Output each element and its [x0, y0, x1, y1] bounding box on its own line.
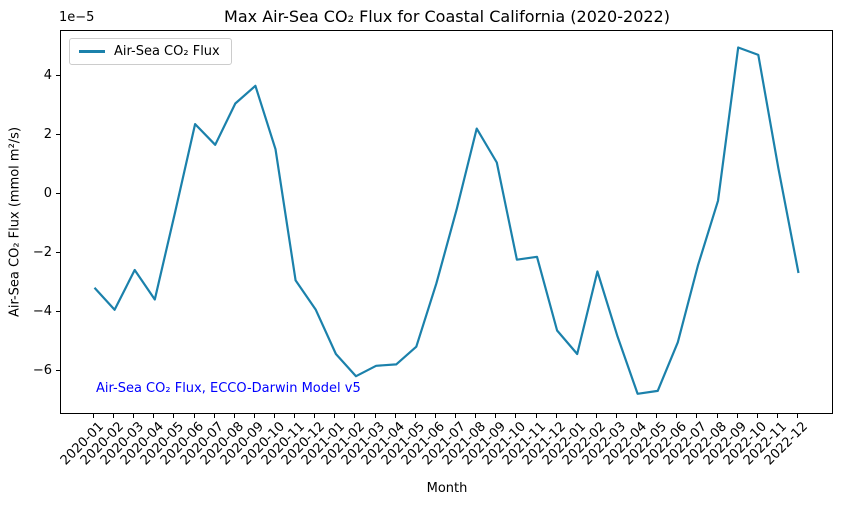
y-tick-label: 2: [43, 127, 52, 143]
x-tick-mark: [113, 414, 115, 418]
x-tick-mark: [173, 414, 175, 418]
x-tick-mark: [716, 414, 718, 418]
legend: Air-Sea CO₂ Flux: [69, 38, 232, 65]
x-tick-mark: [233, 414, 235, 418]
x-tick-mark: [636, 414, 638, 418]
x-tick-mark: [756, 414, 758, 418]
chart-title: Max Air-Sea CO₂ Flux for Coastal Califor…: [224, 7, 670, 26]
x-tick-mark: [475, 414, 477, 418]
x-tick-mark: [736, 414, 738, 418]
x-tick-mark: [93, 414, 94, 418]
x-tick-mark: [213, 414, 215, 418]
x-axis-label: Month: [426, 481, 468, 496]
x-tick-mark: [314, 414, 316, 418]
x-tick-mark: [676, 414, 678, 418]
annotation-text: Air-Sea CO₂ Flux, ECCO-Darwin Model v5: [96, 381, 361, 396]
y-tick-mark: [56, 75, 60, 77]
y-tick-mark: [56, 311, 60, 313]
y-tick-mark: [56, 252, 60, 254]
data-line-svg: [93, 46, 800, 395]
x-tick-mark: [374, 414, 376, 418]
x-tick-mark: [535, 414, 537, 418]
legend-line-swatch: [79, 50, 105, 53]
x-tick-mark: [696, 414, 698, 418]
y-tick-mark: [56, 193, 60, 195]
legend-label: Air-Sea CO₂ Flux: [114, 44, 220, 59]
x-tick-mark: [575, 414, 577, 418]
x-tick-mark: [797, 414, 798, 418]
y-tick-label: −4: [32, 304, 52, 320]
x-tick-mark: [776, 414, 778, 418]
x-tick-mark: [153, 414, 155, 418]
x-tick-mark: [595, 414, 597, 418]
y-tick-label: −2: [32, 245, 52, 261]
y-axis-label: Air-Sea CO₂ Flux (mmol m²/s): [7, 126, 23, 318]
x-tick-mark: [555, 414, 557, 418]
x-tick-mark: [515, 414, 517, 418]
x-tick-mark: [274, 414, 276, 418]
x-tick-mark: [133, 414, 135, 418]
x-tick-mark: [495, 414, 497, 418]
y-tick-label: −6: [32, 363, 52, 379]
x-tick-mark: [193, 414, 195, 418]
x-tick-mark: [334, 414, 336, 418]
plot-area: Air-Sea CO₂ Flux Air-Sea CO₂ Flux, ECCO-…: [60, 30, 833, 414]
x-tick-mark: [294, 414, 296, 418]
y-tick-mark: [56, 370, 60, 372]
x-tick-mark: [434, 414, 436, 418]
x-tick-mark: [414, 414, 416, 418]
y-tick-label: 0: [43, 186, 52, 202]
x-tick-mark: [455, 414, 457, 418]
x-tick-mark: [656, 414, 658, 418]
flux-line-series: [93, 46, 800, 395]
y-tick-label: 4: [43, 68, 52, 84]
y-tick-mark: [56, 134, 60, 136]
x-tick-mark: [615, 414, 617, 418]
y-axis-offset-text: 1e−5: [59, 10, 95, 25]
x-tick-mark: [354, 414, 356, 418]
x-tick-mark: [394, 414, 396, 418]
x-tick-mark: [253, 414, 255, 418]
